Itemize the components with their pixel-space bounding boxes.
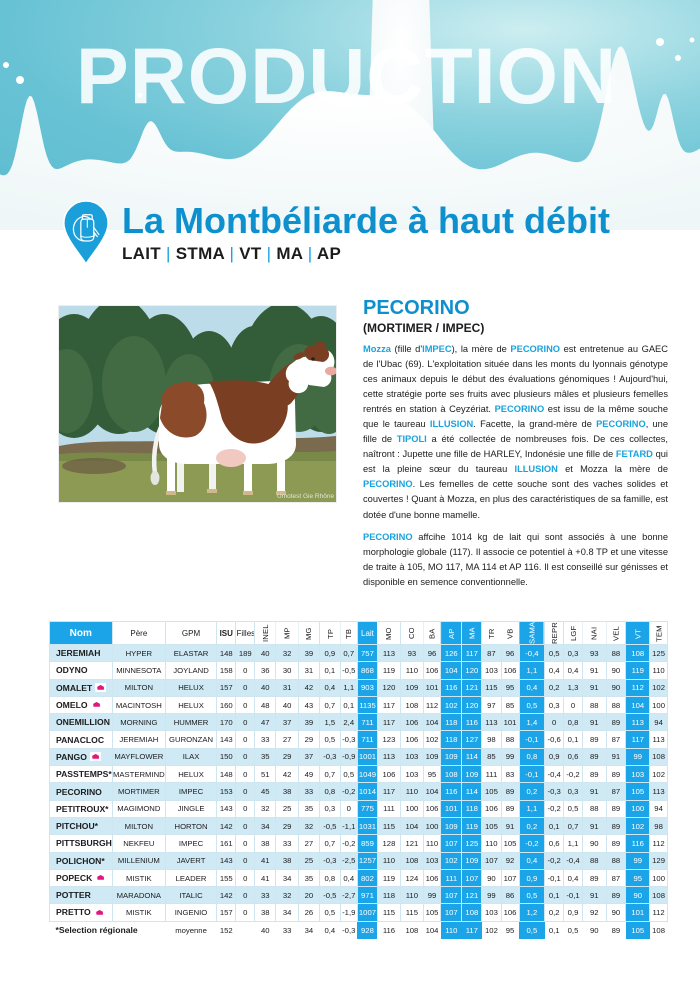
svg-text:Umotest Gie Rhône: Umotest Gie Rhône <box>277 493 334 500</box>
